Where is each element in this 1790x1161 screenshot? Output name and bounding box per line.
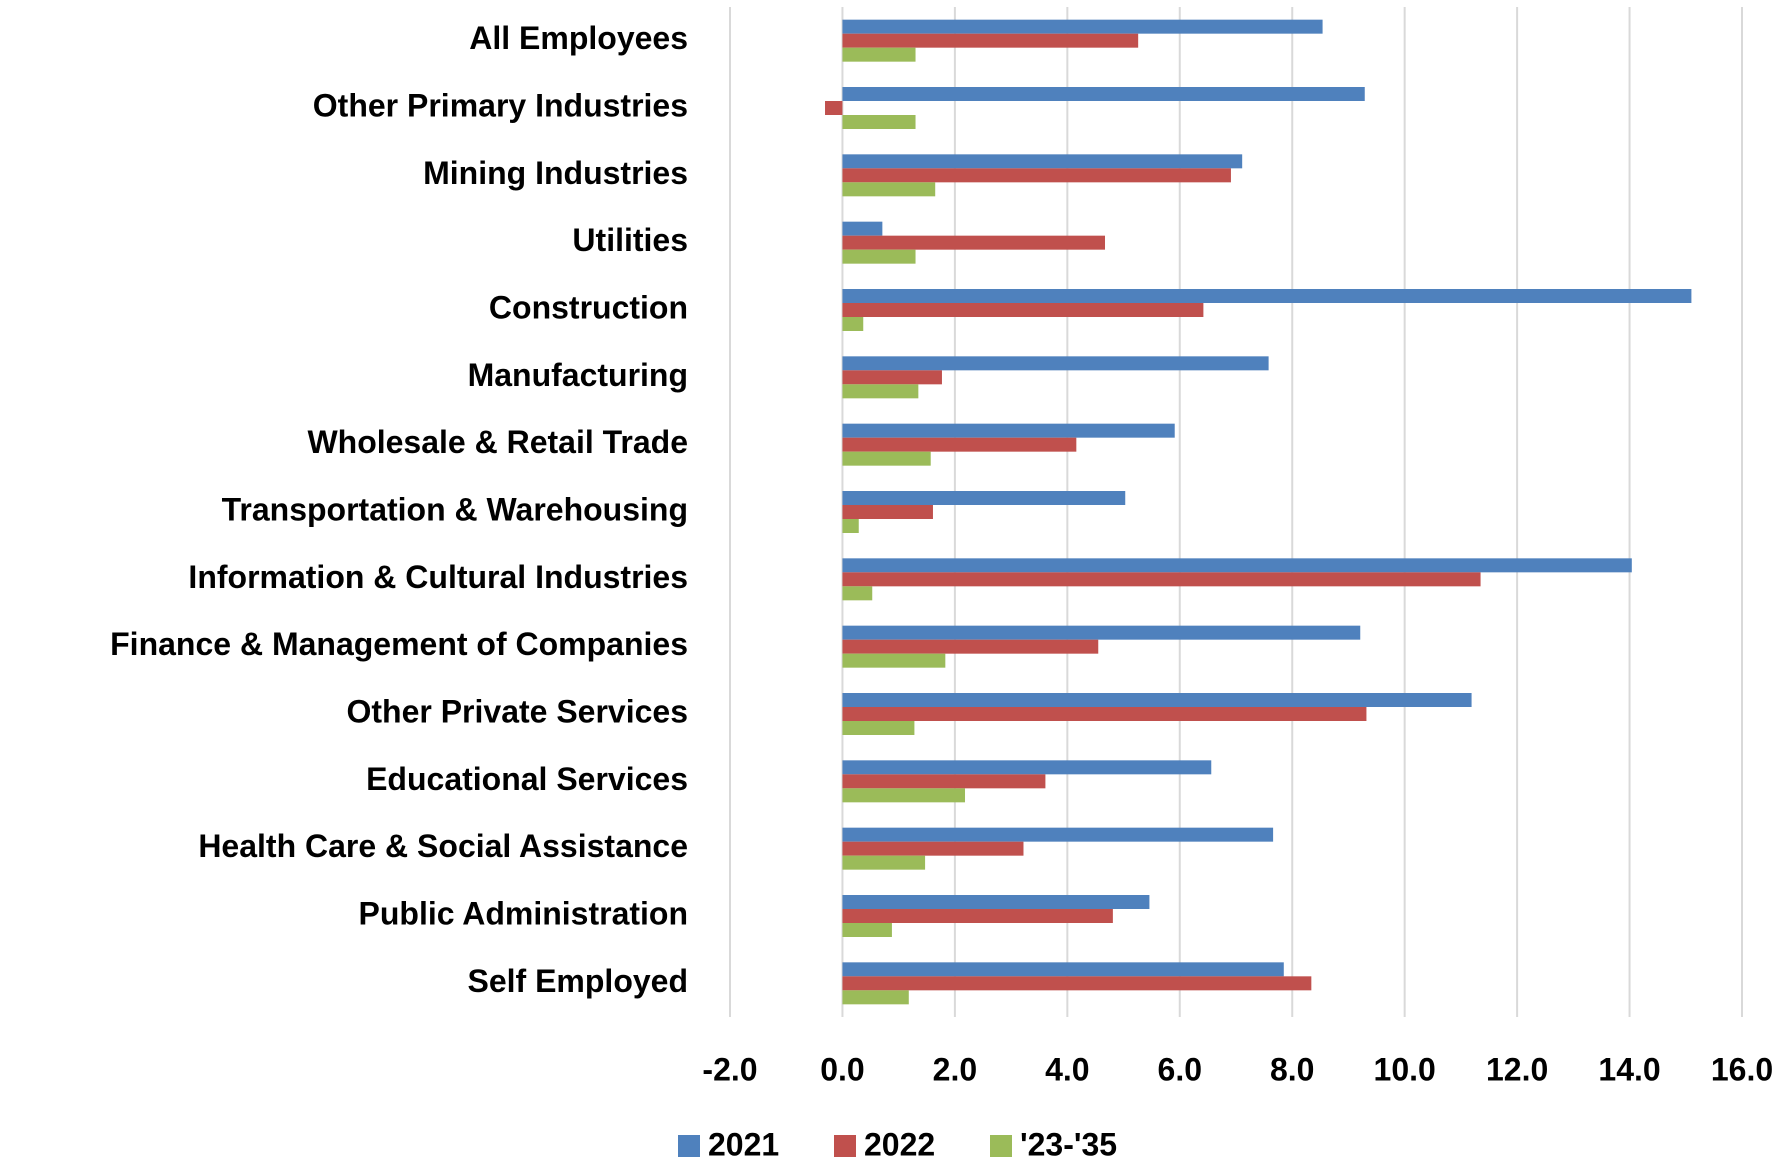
y-tick-label: Wholesale & Retail Trade: [307, 424, 688, 460]
legend-label: 2021: [708, 1126, 779, 1161]
bar: [842, 639, 1099, 654]
bar: [842, 653, 946, 668]
bar: [842, 384, 919, 399]
bar: [842, 423, 1175, 438]
y-tick-label: Self Employed: [468, 963, 689, 999]
y-tick-label: Construction: [489, 289, 688, 325]
x-tick-label: -2.0: [702, 1051, 757, 1087]
legend-swatch: [678, 1135, 700, 1157]
y-tick-label: Finance & Management of Companies: [110, 626, 688, 662]
x-tick-label: 14.0: [1598, 1051, 1660, 1087]
bar: [842, 625, 1361, 640]
legend-swatch: [834, 1135, 856, 1157]
bar: [842, 303, 1204, 317]
x-tick-label: 8.0: [1270, 1051, 1314, 1087]
y-tick-label: Health Care & Social Assistance: [198, 828, 688, 864]
bar: [842, 909, 1113, 923]
bar: [842, 491, 1126, 505]
bar: [842, 87, 1365, 101]
y-tick-label: Other Private Services: [346, 693, 688, 729]
y-tick-label: All Employees: [469, 20, 688, 56]
bar: [842, 437, 1077, 452]
x-tick-label: 16.0: [1711, 1051, 1773, 1087]
bar: [825, 101, 843, 115]
bar: [842, 774, 1046, 789]
bar: [842, 370, 942, 385]
bar: [842, 317, 864, 331]
bar: [842, 182, 936, 197]
x-tick-label: 12.0: [1486, 1051, 1548, 1087]
y-tick-label: Educational Services: [366, 761, 688, 797]
bar: [842, 356, 1269, 371]
y-tick-label: Other Primary Industries: [313, 87, 688, 123]
y-tick-label: Information & Cultural Industries: [188, 559, 688, 595]
bar: [842, 962, 1284, 977]
bar: [842, 707, 1367, 721]
bar: [842, 47, 916, 62]
y-tick-label: Transportation & Warehousing: [222, 491, 688, 527]
legend-label: 2022: [864, 1126, 935, 1161]
y-tick-label: Mining Industries: [423, 155, 688, 191]
bar: [842, 990, 909, 1005]
x-tick-label: 2.0: [933, 1051, 977, 1087]
bar: [842, 841, 1024, 856]
bar: [842, 115, 916, 129]
bar: [842, 572, 1481, 587]
bar: [842, 760, 1212, 775]
bar: [842, 827, 1274, 842]
bar: [842, 505, 933, 519]
y-tick-label: Manufacturing: [468, 357, 688, 393]
bar: [842, 289, 1692, 303]
legend-swatch: [990, 1135, 1012, 1157]
bar: [842, 693, 1472, 707]
bar: [842, 721, 915, 735]
y-tick-label: Public Administration: [359, 895, 689, 931]
bar: [842, 235, 1106, 250]
bar: [842, 976, 1312, 991]
bar: [842, 451, 931, 466]
bar: [842, 558, 1632, 573]
bar: [842, 586, 873, 601]
bar: [842, 154, 1243, 169]
bar: [842, 249, 916, 264]
y-tick-label: Utilities: [572, 222, 688, 258]
bar: [842, 788, 966, 803]
x-tick-label: 10.0: [1374, 1051, 1436, 1087]
bar: [842, 895, 1150, 909]
x-tick-label: 4.0: [1045, 1051, 1089, 1087]
bar: [842, 855, 926, 870]
bar: [842, 221, 883, 236]
bar: [842, 519, 859, 533]
x-tick-label: 6.0: [1158, 1051, 1202, 1087]
bar: [842, 19, 1323, 34]
x-tick-label: 0.0: [820, 1051, 864, 1087]
bar: [842, 923, 892, 937]
legend-label: '23-'35: [1020, 1126, 1117, 1161]
bar: [842, 168, 1231, 183]
bar: [842, 33, 1139, 48]
